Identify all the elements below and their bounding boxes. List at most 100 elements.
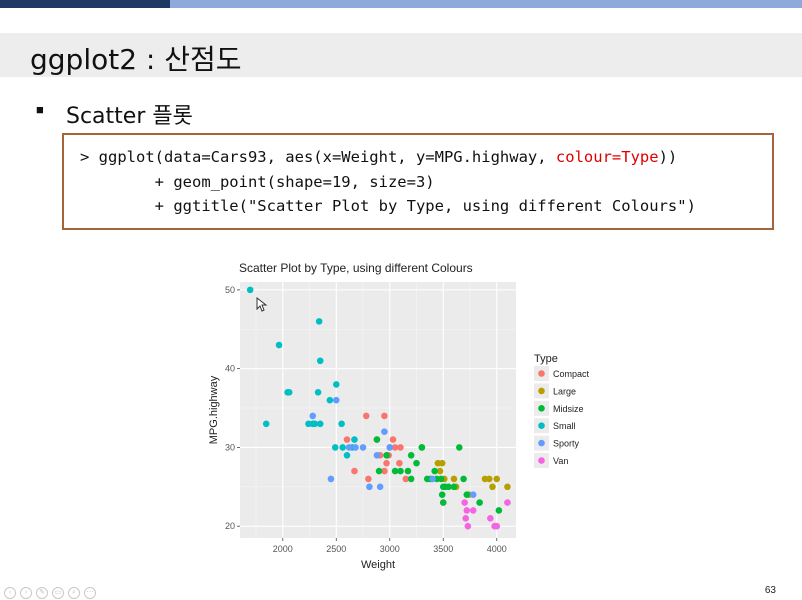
code-line-1-highlight: colour=Type: [555, 148, 659, 166]
data-point-small: [314, 388, 322, 396]
data-point-large: [493, 475, 501, 483]
data-point-van: [463, 507, 471, 514]
data-point-small: [315, 318, 323, 325]
slide-nav-controls: ‹ › ✎ ▭ ⌕ ⋯: [4, 587, 96, 599]
data-point-large: [485, 475, 493, 483]
data-point-midsize: [476, 499, 483, 506]
data-point-small: [326, 396, 334, 404]
data-point-small: [351, 436, 358, 443]
legend-key-large: [538, 387, 545, 395]
data-point-compact: [383, 459, 390, 467]
code-line-1-suffix: )): [658, 148, 678, 166]
x-tick-label: 4000: [487, 544, 507, 554]
data-point-midsize: [439, 499, 447, 506]
data-point-sporty: [469, 491, 477, 498]
data-point-midsize: [375, 467, 383, 475]
data-point-midsize: [397, 467, 404, 475]
pen-icon[interactable]: ✎: [36, 587, 48, 599]
data-point-midsize: [373, 436, 381, 443]
data-point-sporty: [366, 483, 373, 491]
next-slide-icon[interactable]: ›: [20, 587, 32, 599]
mouse-cursor-icon: [256, 297, 268, 312]
data-point-small: [332, 381, 340, 388]
data-point-van: [487, 515, 494, 522]
prev-slide-icon[interactable]: ‹: [4, 587, 16, 599]
legend-key-small: [538, 422, 545, 429]
data-point-large: [504, 483, 511, 491]
legend-key-sporty: [538, 439, 545, 447]
data-point-large: [489, 483, 496, 491]
data-point-van: [469, 507, 477, 514]
slide-title: ggplot2 : 산점도: [30, 43, 242, 76]
data-point-sporty: [386, 444, 394, 451]
plot-panel: [240, 282, 516, 538]
data-point-small: [338, 420, 345, 428]
data-point-midsize: [450, 483, 458, 491]
data-point-midsize: [495, 507, 503, 514]
data-point-small: [316, 357, 324, 365]
data-point-midsize: [445, 483, 452, 491]
data-point-midsize: [456, 444, 463, 451]
y-tick-label: 30: [225, 442, 235, 452]
data-point-small: [246, 286, 254, 294]
top-accent-bar-dark: [0, 0, 170, 8]
data-point-midsize: [460, 475, 467, 483]
more-icon[interactable]: ⋯: [84, 587, 96, 599]
y-tick-label: 20: [225, 521, 235, 531]
data-point-midsize: [407, 475, 415, 483]
bullet-text: Scatter 플롯: [66, 104, 193, 129]
data-point-sporty: [352, 444, 359, 451]
x-axis-ticks: 2000 2500 3000 3500 4000: [273, 538, 507, 554]
data-point-small: [285, 388, 293, 396]
y-axis-ticks: 20 30 40 50: [225, 285, 240, 531]
data-point-compact: [402, 475, 410, 483]
data-point-van: [461, 499, 468, 506]
title-band: [0, 33, 802, 77]
data-point-midsize: [391, 467, 399, 475]
data-point-sporty: [327, 475, 335, 483]
data-point-van: [462, 515, 470, 522]
slides-icon[interactable]: ▭: [52, 587, 64, 599]
data-point-large: [438, 459, 446, 467]
code-line-1: > ggplot(data=Cars93, aes(x=Weight, y=MP…: [80, 148, 677, 166]
x-axis-label: Weight: [361, 559, 395, 571]
data-point-midsize: [437, 475, 445, 483]
code-line-2: + geom_point(shape=19, size=3): [80, 173, 435, 191]
y-tick-label: 50: [225, 285, 235, 295]
data-point-compact: [343, 436, 351, 443]
data-point-midsize: [404, 467, 412, 475]
legend-key-compact: [538, 370, 545, 377]
data-point-midsize: [418, 444, 426, 451]
data-point-compact: [381, 412, 388, 420]
legend-label-midsize: Midsize: [553, 404, 584, 414]
legend-title: Type: [534, 353, 558, 365]
data-point-midsize: [413, 459, 420, 467]
x-tick-label: 2000: [273, 544, 293, 554]
data-point-compact: [351, 467, 358, 475]
data-point-large: [436, 467, 444, 475]
data-point-midsize: [431, 467, 438, 475]
y-tick-label: 40: [225, 364, 235, 374]
data-point-midsize: [423, 475, 431, 483]
bullet-marker-icon: ■: [36, 102, 44, 117]
x-tick-label: 3000: [380, 544, 400, 554]
data-point-small: [331, 444, 339, 451]
data-point-compact: [365, 475, 372, 483]
zoom-icon[interactable]: ⌕: [68, 587, 80, 599]
data-point-sporty: [381, 428, 388, 435]
data-point-midsize: [383, 451, 390, 459]
data-point-midsize: [463, 491, 471, 498]
legend-label-compact: Compact: [553, 369, 590, 379]
data-point-compact: [389, 436, 397, 443]
x-tick-label: 3500: [433, 544, 453, 554]
data-point-small: [262, 420, 270, 428]
legend-label-sporty: Sporty: [553, 439, 580, 449]
data-point-compact: [362, 412, 370, 420]
data-point-midsize: [438, 491, 446, 498]
data-point-van: [504, 499, 511, 506]
code-box: > ggplot(data=Cars93, aes(x=Weight, y=MP…: [62, 133, 774, 230]
data-point-midsize: [407, 451, 415, 459]
data-point-compact: [381, 467, 388, 475]
data-point-compact: [397, 444, 404, 451]
legend-label-van: Van: [553, 456, 568, 466]
